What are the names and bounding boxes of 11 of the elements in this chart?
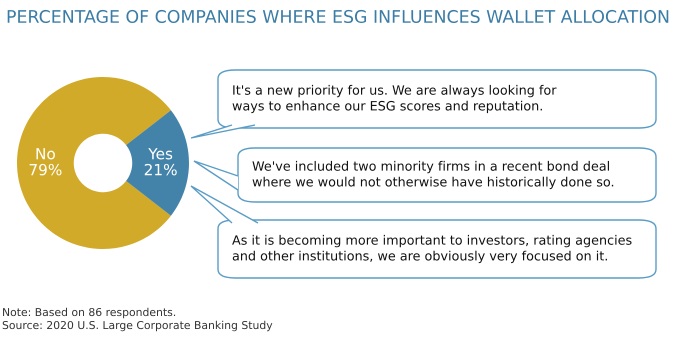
text: PERCENTAGE OF COMPANIES WHERE ESG INFLUENCES WALLET ALLOCATION [8,10,668,24]
data-label: 21% [144,164,177,176]
slice-label: No [36,148,55,160]
donut-slice [126,110,189,216]
text: As it is becoming more important to investors, rating agencies and other institutions, we are obviously very focused on it. [232,234,632,264]
slice-label: Yes [148,148,172,160]
text: We've included two minority firms in a recent bond deal where we would not otherwise have historically done so. [252,160,614,190]
text: It's a new priority for us. We are always looking for ways to enhance our ESG scores and reputation. [232,84,556,114]
data-label: 79% [30,164,62,176]
source-note: Source: 2020 U.S. Large Corporate Banking Study [2,320,272,332]
text: Note: Based on 86 respondents. [3,308,176,318]
